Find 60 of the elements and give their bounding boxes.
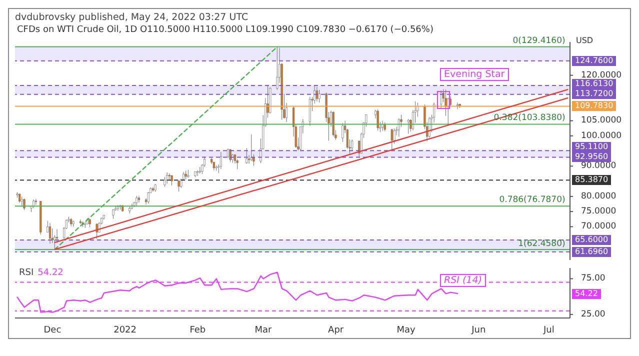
candlestick	[164, 176, 166, 187]
candlestick	[342, 122, 344, 142]
candlestick	[407, 118, 410, 134]
y-tick-label: 90.0000	[581, 161, 616, 172]
candlestick	[390, 128, 393, 150]
text: 54.22	[38, 268, 64, 278]
annotation: 1(62.4580)	[518, 238, 566, 249]
ref-line-label: 92.9560	[572, 152, 612, 162]
y-tick-label: 100.0000	[581, 130, 622, 141]
x-tick-label: Jun	[470, 325, 486, 336]
candlestick	[316, 86, 318, 102]
y-tick-label: 70.0000	[581, 222, 616, 232]
ref-line-label: 124.7600	[572, 56, 616, 66]
x-tick-label: May	[396, 325, 416, 336]
y-tick-label: 75.00	[581, 274, 606, 284]
x-tick-label: Apr	[328, 325, 344, 336]
y-tick-label: 105.0000	[581, 116, 622, 126]
candlestick	[170, 174, 173, 186]
annotation: 0.786(76.7870)	[499, 195, 566, 206]
annotation: 0.382(103.8380)	[494, 113, 566, 124]
x-tick-label: Dec	[44, 325, 62, 336]
candlestick	[166, 172, 168, 184]
ref-line-label: 85.3870	[572, 175, 612, 186]
x-tick-label: 2022	[114, 325, 137, 336]
ref-line-label: 109.7830	[572, 101, 616, 112]
ref-line-label: 116.6130	[572, 79, 616, 90]
candlestick	[178, 180, 180, 192]
y-tick-label: 75.0000	[581, 206, 616, 217]
y-tick-label: 80.0000	[581, 191, 616, 202]
candlestick	[168, 173, 170, 180]
y-tick-label: 25.00	[581, 309, 606, 320]
candlestick	[147, 192, 150, 204]
annotation: Evening Star	[440, 68, 509, 82]
candlestick	[398, 118, 400, 138]
ref-line-label: 113.7200	[572, 89, 616, 100]
x-tick-label: Feb	[190, 325, 206, 336]
candlestick	[393, 128, 396, 144]
chart-subtitle: CFDs on WTI Crude Oil, 1D O110.5000 H110.5000 L109.1990 C109.7830 −0.6170 (−0.56%)	[16, 24, 434, 36]
candlestick	[138, 196, 140, 203]
chart-title: dvdubrovsky published, May 24, 2022 03:27 UTC	[14, 11, 250, 24]
candlestick	[136, 196, 138, 207]
candlestick	[112, 208, 114, 220]
candlestick	[332, 111, 334, 137]
candlestick	[48, 222, 52, 244]
ref-line-label: 95.1100	[572, 142, 612, 152]
candlestick	[384, 122, 386, 132]
annotation: 0(129.4160)	[512, 36, 566, 46]
text: RSI	[19, 268, 34, 278]
candlestick	[18, 193, 21, 204]
ref-line-label: 65.6000	[572, 235, 612, 246]
x-tick-label: Mar	[254, 325, 272, 336]
candlestick	[34, 198, 38, 206]
candlestick	[376, 108, 379, 131]
annotation: 54.22	[572, 288, 601, 299]
candlestick	[308, 96, 311, 126]
ref-line-label: 61.6960	[572, 246, 612, 257]
annotation: RSI (14)	[440, 274, 486, 287]
x-tick-label: Jul	[542, 325, 554, 336]
y-tick-label: 120.0000	[581, 70, 622, 80]
y-axis-title: USD	[576, 36, 594, 45]
